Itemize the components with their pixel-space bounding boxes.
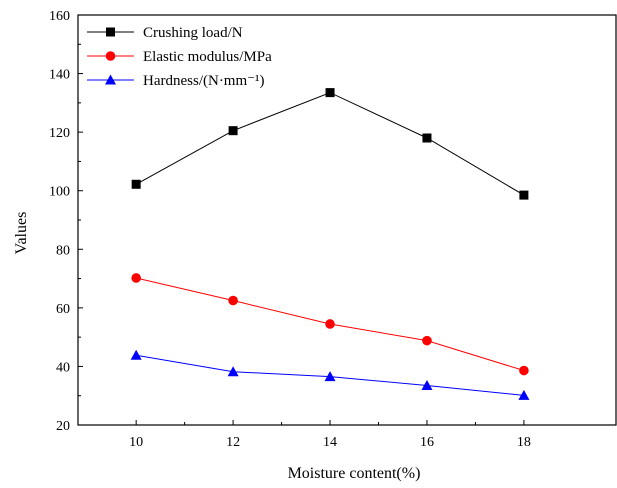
data-point [227,366,239,377]
series-layer [130,88,530,400]
y-tick-label: 120 [49,126,70,141]
legend-item-2: Elastic modulus/MPa [87,49,272,65]
data-point [131,179,141,189]
y-tick-label: 40 [56,360,70,375]
legend: Crushing load/N Elastic modulus/MPa Hardne… [87,25,272,89]
series-3 [130,349,530,400]
legend-label: Elastic modulus/MPa [143,49,272,65]
data-point [518,389,530,400]
data-point [228,295,238,306]
data-point [519,190,529,200]
x-tick-label: 18 [517,435,531,450]
y-axis-title: Values [13,212,30,255]
y-tick-label: 20 [56,419,70,434]
legend-marker [105,74,116,85]
legend-item-1: Crushing load/N [87,25,243,41]
data-point [130,349,142,360]
legend-label: Hardness/(N·mm⁻¹) [143,73,265,89]
y-tick-label: 160 [49,9,70,24]
data-point [228,126,238,136]
x-tick-label: 10 [129,435,143,450]
data-point [422,133,432,143]
legend-marker [105,51,116,61]
legend-marker [106,27,115,37]
y-tick-label: 100 [49,185,70,200]
y-tick-label: 60 [56,302,70,317]
data-point [325,319,335,329]
data-point [519,365,529,376]
legend-label: Crushing load/N [143,25,243,41]
data-point [422,335,432,346]
y-tick-label: 80 [56,243,70,258]
data-point [421,379,433,390]
x-tick-label: 14 [323,435,337,450]
x-axis-title: Moisture content(%) [288,465,421,482]
data-point [324,371,336,382]
data-point [325,88,335,98]
x-tick-label: 16 [420,435,434,450]
y-tick-label: 140 [49,68,70,83]
series-2 [131,273,529,376]
series-line [135,92,525,196]
x-tick-label: 12 [226,435,240,450]
legend-item-3: Hardness/(N·mm⁻¹) [87,73,265,89]
data-point [131,273,141,283]
axes: 20 40 60 80 100 120 140 160 10 12 14 16 18 [49,9,617,450]
series-1 [131,88,529,200]
